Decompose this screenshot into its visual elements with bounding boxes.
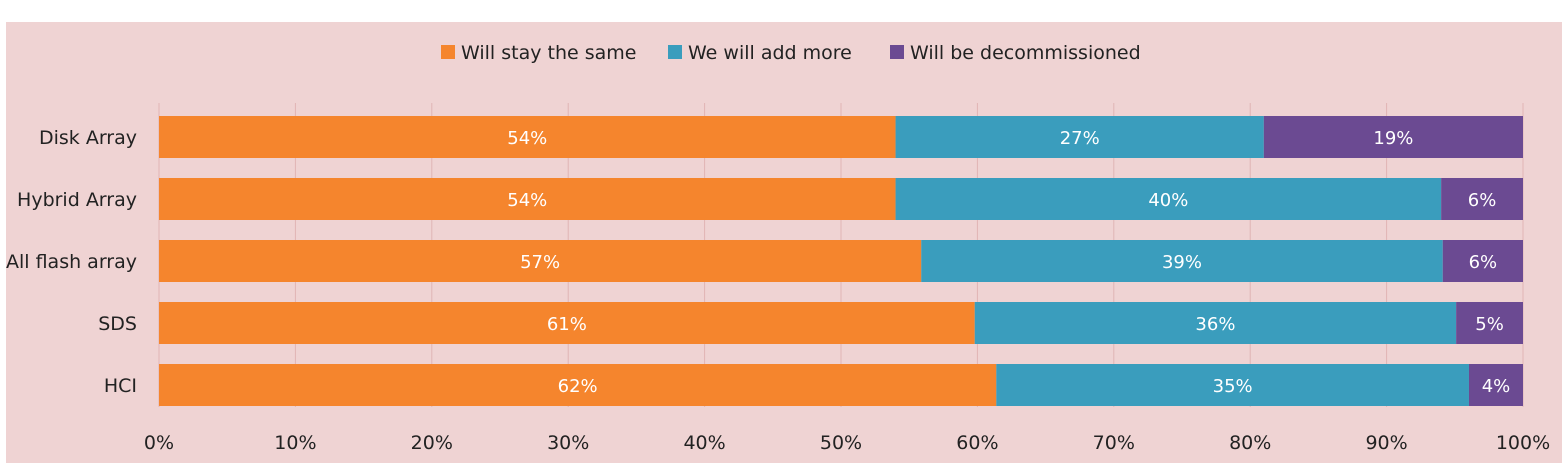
x-tick-label: 50% [820, 432, 862, 454]
bar-value-label: 54% [507, 128, 547, 149]
legend-label: We will add more [688, 42, 852, 64]
bar-segment [159, 302, 975, 344]
bar-segment [996, 364, 1469, 406]
category-label: HCI [104, 375, 137, 397]
category-label: Hybrid Array [17, 189, 137, 211]
x-tick-label: 70% [1093, 432, 1135, 454]
bar-segment [159, 240, 922, 282]
x-tick-label: 100% [1496, 432, 1550, 454]
bar-value-label: 39% [1162, 252, 1202, 273]
bar-segment [159, 116, 896, 158]
category-label: SDS [98, 313, 137, 335]
x-tick-label: 30% [547, 432, 589, 454]
bar-value-label: 4% [1482, 376, 1511, 397]
x-tick-label: 60% [956, 432, 998, 454]
x-tick-label: 90% [1365, 432, 1407, 454]
bar-value-label: 62% [558, 376, 598, 397]
bar-segment [1263, 116, 1523, 158]
x-tick-label: 80% [1229, 432, 1271, 454]
bar-value-label: 6% [1469, 252, 1498, 273]
x-tick-label: 10% [274, 432, 316, 454]
bar-segment [1456, 302, 1523, 344]
bar-segment [921, 240, 1443, 282]
legend-swatch [441, 45, 455, 59]
bar-segment [895, 178, 1442, 220]
bar-value-label: 6% [1468, 190, 1497, 211]
bar-value-label: 57% [520, 252, 560, 273]
legend-label: Will stay the same [461, 42, 636, 64]
bar-value-label: 40% [1148, 190, 1188, 211]
bar-segment [895, 116, 1264, 158]
bar-segment [1441, 178, 1523, 220]
bar-segment [1442, 240, 1523, 282]
x-tick-label: 20% [411, 432, 453, 454]
bar-segment [159, 364, 997, 406]
bar-value-label: 61% [547, 314, 587, 335]
bar-value-label: 27% [1060, 128, 1100, 149]
bar-segment [159, 178, 896, 220]
x-tick-label: 40% [683, 432, 725, 454]
bar-value-label: 54% [507, 190, 547, 211]
bar-segment [974, 302, 1457, 344]
legend-swatch [890, 45, 904, 59]
bar-value-label: 19% [1373, 128, 1413, 149]
bar-value-label: 5% [1475, 314, 1504, 335]
bar-segment [1468, 364, 1523, 406]
category-label: All flash array [6, 251, 137, 273]
bar-value-label: 35% [1213, 376, 1253, 397]
legend-swatch [668, 45, 682, 59]
x-tick-label: 0% [144, 432, 174, 454]
bar-value-label: 36% [1195, 314, 1235, 335]
category-label: Disk Array [39, 127, 137, 149]
legend-label: Will be decommissioned [910, 42, 1141, 64]
